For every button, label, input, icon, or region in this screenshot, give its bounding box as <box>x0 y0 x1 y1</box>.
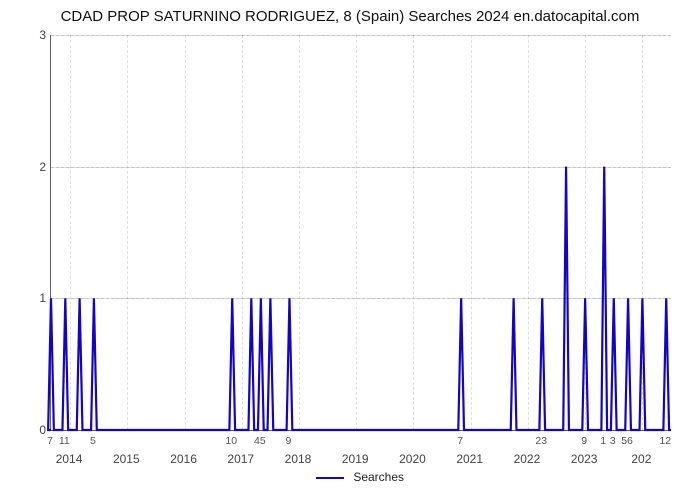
x-year-label: 2016 <box>170 452 197 466</box>
h-gridline <box>51 298 671 299</box>
x-year-label: 2020 <box>399 452 426 466</box>
v-gridline <box>185 35 186 430</box>
h-gridline <box>51 167 671 168</box>
v-gridline <box>70 35 71 430</box>
y-tick-label: 3 <box>6 28 46 42</box>
x-minor-label: 7 <box>457 435 463 447</box>
x-minor-label: 12 <box>659 435 671 447</box>
x-minor-label: 5 <box>90 435 96 447</box>
x-year-label: 2014 <box>56 452 83 466</box>
plot-area <box>50 35 671 431</box>
v-gridline <box>242 35 243 430</box>
legend-label: Searches <box>353 470 404 484</box>
x-year-label: 2017 <box>227 452 254 466</box>
x-year-label: 2019 <box>342 452 369 466</box>
x-minor-label: 9 <box>581 435 587 447</box>
x-year-label: 2021 <box>456 452 483 466</box>
x-minor-label: 23 <box>535 435 547 447</box>
legend-swatch <box>316 477 344 479</box>
v-gridline <box>642 35 643 430</box>
v-gridline <box>413 35 414 430</box>
y-tick-label: 0 <box>6 423 46 437</box>
chart-title: CDAD PROP SATURNINO RODRIGUEZ, 8 (Spain)… <box>0 8 700 25</box>
x-year-label: 2018 <box>285 452 312 466</box>
search-chart: CDAD PROP SATURNINO RODRIGUEZ, 8 (Spain)… <box>0 0 700 500</box>
x-minor-label: 11 <box>59 435 70 447</box>
x-minor-label: 3 <box>610 435 616 447</box>
legend: Searches <box>50 470 670 484</box>
v-gridline <box>585 35 586 430</box>
v-gridline <box>127 35 128 430</box>
x-minor-label: 9 <box>286 435 292 447</box>
series-line <box>51 35 671 430</box>
y-tick-label: 2 <box>6 160 46 174</box>
y-tick-label: 1 <box>6 291 46 305</box>
x-year-label: 202 <box>631 452 651 466</box>
v-gridline <box>356 35 357 430</box>
v-gridline <box>299 35 300 430</box>
x-minor-label: 56 <box>621 435 633 447</box>
x-year-label: 2015 <box>113 452 140 466</box>
x-minor-label: 7 <box>47 435 53 447</box>
h-gridline <box>51 35 671 36</box>
v-gridline <box>528 35 529 430</box>
x-minor-label: 10 <box>225 435 237 447</box>
x-minor-label: 1 <box>600 435 606 447</box>
x-year-label: 2023 <box>571 452 598 466</box>
v-gridline <box>471 35 472 430</box>
x-minor-label: 45 <box>254 435 266 447</box>
x-year-label: 2022 <box>514 452 541 466</box>
